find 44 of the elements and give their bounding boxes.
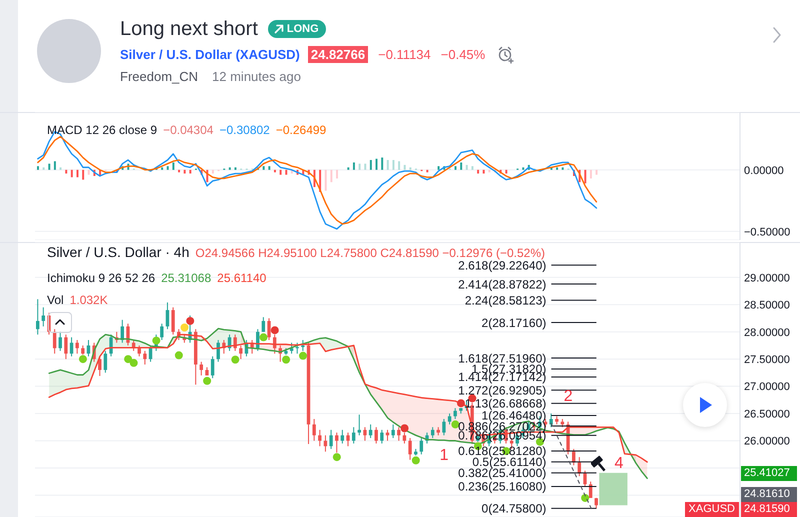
- text: Freedom_CN: [120, 68, 198, 84]
- text: MACD 12 26 close 9: [47, 123, 158, 137]
- annotation: 2: [564, 388, 573, 405]
- y-tick-label: 27.50000: [744, 354, 790, 366]
- ref-line-label: 2.414(28.87822): [458, 277, 546, 292]
- ref-line-label: 1.272(26.92905): [458, 383, 546, 398]
- text: 24.81590: [744, 502, 790, 514]
- ref-line-label: 2.24(28.58123): [464, 293, 546, 308]
- ref-line-label: 2(28.17160): [482, 316, 546, 330]
- ref-line-label: 2.618(29.22640): [458, 258, 546, 272]
- annotation: −0.30802: [219, 123, 270, 137]
- text: 12 minutes ago: [212, 68, 301, 84]
- y-tick-label: 28.00000: [744, 326, 790, 339]
- annotation: 4: [614, 455, 624, 472]
- annotation: 1: [440, 447, 448, 464]
- annotation: Vol: [47, 293, 64, 307]
- text: XAGUSD: [688, 502, 735, 514]
- y-tick-label: 28.50000: [744, 300, 790, 312]
- text: 24.81610: [744, 488, 790, 500]
- annotation: O24.94566 H24.95100 L24.75800 C24.81590 −0.12976 (−0.52%): [195, 246, 545, 260]
- chart-title: Silver / U.S. Dollar · 4h: [47, 244, 190, 260]
- y-tick-label: 0.00000: [744, 164, 784, 177]
- y-tick-label: −0.50000: [744, 226, 790, 238]
- annotation: 1.032K: [70, 293, 108, 307]
- y-tick-label: 26.00000: [744, 436, 790, 448]
- annotation: −0.26499: [276, 123, 326, 137]
- ref-line-label: 1(26.46480): [482, 408, 546, 423]
- text: 24.82766: [308, 46, 368, 63]
- ref-line-label: 0(24.75800): [482, 502, 546, 516]
- y-tick-label: 27.00000: [744, 381, 790, 394]
- annotation: 25.61140: [217, 271, 266, 285]
- ref-line-label: 1.618(27.51960): [458, 351, 546, 366]
- text: −0.11134: [378, 47, 431, 62]
- text: Long next short: [120, 18, 258, 40]
- text: Silver / U.S. Dollar (XAGUSD): [120, 47, 300, 62]
- y-tick-label: 29.00000: [744, 272, 790, 284]
- text: LONG: [286, 23, 319, 35]
- text: −0.45%: [440, 47, 486, 62]
- y-tick-label: 26.50000: [744, 408, 790, 420]
- annotation: −0.04304: [163, 123, 214, 137]
- annotation: Ichimoku 9 26 52 26: [47, 271, 156, 285]
- text: 25.41027: [744, 466, 790, 478]
- annotation: 25.31068: [161, 271, 212, 285]
- ref-line-label: 0.236(25.16080): [458, 480, 546, 494]
